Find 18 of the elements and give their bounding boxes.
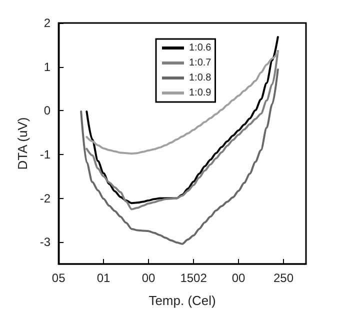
y-tick-label: 0 xyxy=(44,104,51,118)
y-tick-label: -3 xyxy=(40,235,51,250)
y-tick-label: 2 xyxy=(44,16,51,30)
legend-label: 1:0.6 xyxy=(189,42,212,54)
x-tick-label: 00 xyxy=(232,271,246,285)
x-tick-label: 01 xyxy=(96,271,111,285)
y-tick-label: 1 xyxy=(44,60,51,74)
x-axis-title: Temp. (Cel) xyxy=(148,293,216,308)
legend-label: 1:0.9 xyxy=(189,88,212,98)
x-tick-label: 250 xyxy=(273,271,294,285)
y-axis-title: DTA (uV) xyxy=(15,117,30,170)
legend-label: 1:0.8 xyxy=(189,72,212,84)
legend-label: 1:0.7 xyxy=(189,58,212,68)
y-tick-label: -2 xyxy=(40,191,51,206)
x-tick-label: 00 xyxy=(142,271,156,285)
x-tick-label: 1502 xyxy=(180,271,208,285)
y-tick-label: -1 xyxy=(40,147,51,162)
x-tick-label: 05 xyxy=(52,271,66,285)
